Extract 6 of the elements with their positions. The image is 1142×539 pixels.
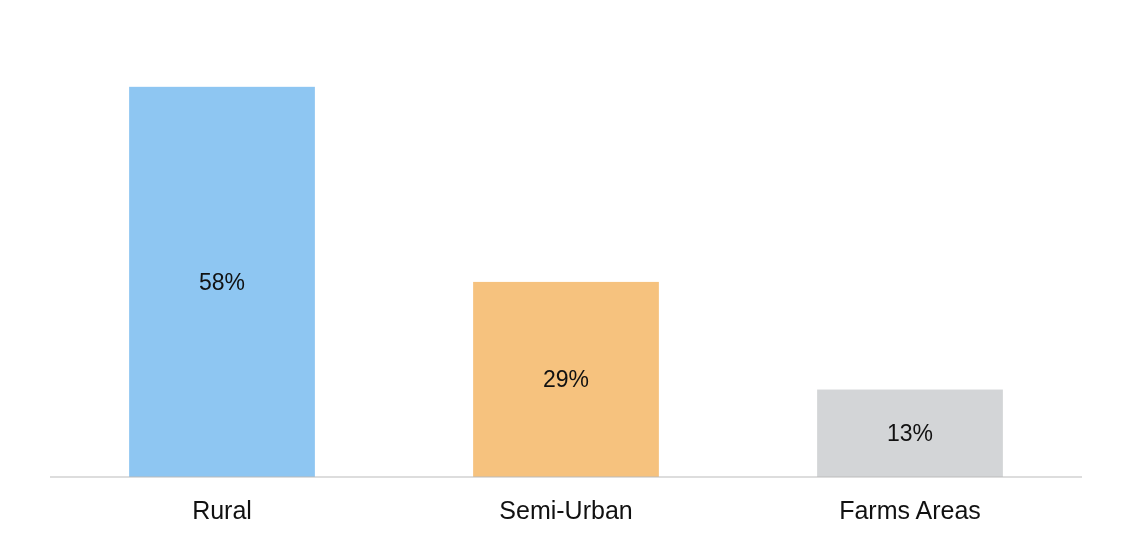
data-label: 58%: [198, 268, 246, 295]
data-label: 29%: [542, 366, 590, 393]
x-tick-label: Semi-Urban: [499, 495, 633, 524]
x-tick-label: Farms Areas: [839, 495, 981, 524]
x-tick-label: Rural: [192, 495, 252, 524]
data-label: 13%: [886, 420, 934, 447]
